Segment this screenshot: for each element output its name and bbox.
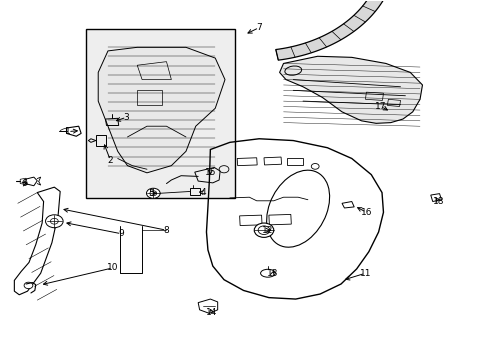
Text: 14: 14 [205, 308, 217, 317]
Text: 9: 9 [119, 229, 124, 238]
Circle shape [254, 223, 273, 237]
Text: 11: 11 [359, 269, 370, 278]
Text: 18: 18 [432, 197, 444, 206]
Polygon shape [275, 0, 388, 60]
Text: 15: 15 [204, 168, 216, 177]
Text: 8: 8 [163, 226, 169, 235]
Text: 17: 17 [374, 102, 386, 111]
Circle shape [24, 282, 33, 289]
Circle shape [146, 188, 160, 198]
Text: 4: 4 [200, 188, 205, 197]
Polygon shape [98, 47, 224, 173]
Text: 7: 7 [256, 23, 262, 32]
Text: 6: 6 [21, 179, 27, 188]
Text: 1: 1 [65, 127, 71, 136]
FancyBboxPatch shape [86, 30, 234, 198]
Text: 2: 2 [107, 156, 113, 165]
Circle shape [45, 215, 63, 228]
Text: 16: 16 [360, 208, 371, 217]
Text: 10: 10 [107, 264, 119, 273]
Text: 12: 12 [262, 226, 273, 235]
Polygon shape [279, 56, 422, 123]
Text: 5: 5 [148, 189, 153, 198]
Text: 13: 13 [266, 269, 278, 278]
Text: 3: 3 [123, 113, 129, 122]
